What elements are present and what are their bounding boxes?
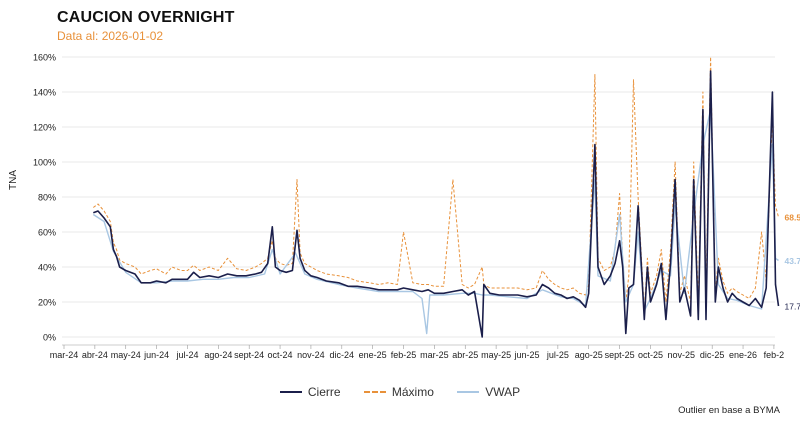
chart-subtitle: Data al: 2026-01-02 [57, 29, 164, 43]
series-line-vwap [92, 108, 779, 335]
series-lines [92, 56, 780, 338]
x-tick-label: jun-24 [143, 350, 169, 360]
legend-label-maximo: Máximo [391, 385, 434, 399]
source-note: Outlier en base a BYMA [678, 405, 780, 416]
y-tick-label: 40% [38, 263, 56, 273]
x-tick-label: oct-25 [638, 350, 663, 360]
end-label-vwap: 43.74% [785, 256, 800, 266]
legend: Cierre Máximo VWAP [0, 382, 800, 399]
x-tick-label: abr-25 [452, 350, 478, 360]
y-tick-label: 120% [33, 123, 56, 133]
x-tick-label: ene-26 [729, 350, 757, 360]
x-tick-labels: mar-24 abr-24 may-24 jun-24 jul-24 ago-24 sept… [50, 345, 784, 360]
x-tick-label: sept-25 [605, 350, 635, 360]
x-tick-label: jun-25 [513, 350, 539, 360]
gridlines [62, 56, 775, 346]
x-tick-label: mar-25 [420, 350, 449, 360]
x-tick-label: ene-25 [359, 350, 387, 360]
y-tick-label: 0% [43, 333, 56, 343]
x-tick-label: feb-2 [764, 350, 785, 360]
legend-item-cierre[interactable]: Cierre [279, 385, 341, 399]
x-tick-label: jul-24 [175, 350, 198, 360]
x-tick-label: ago-25 [575, 350, 603, 360]
y-tick-labels: 0% 20% 40% 60% 80% 100% 120% 140% 160% [33, 53, 56, 343]
x-tick-label: nov-24 [297, 350, 325, 360]
x-tick-label: oct-24 [268, 350, 293, 360]
x-tick-label: may-24 [111, 350, 141, 360]
end-labels: 68.5% 43.74% 17.7% [785, 213, 800, 312]
y-tick-label: 100% [33, 158, 56, 168]
y-tick-label: 20% [38, 298, 56, 308]
x-tick-label: mar-24 [50, 350, 79, 360]
legend-swatch-vwap [457, 391, 480, 393]
legend-item-vwap[interactable]: VWAP [457, 385, 520, 399]
legend-label-vwap: VWAP [485, 385, 521, 399]
x-tick-label: sept-24 [234, 350, 264, 360]
y-tick-label: 60% [38, 228, 56, 238]
x-tick-label: nov-25 [668, 350, 696, 360]
chart-title: CAUCION OVERNIGHT [57, 9, 235, 26]
x-tick-label: abr-24 [82, 350, 108, 360]
y-tick-label: 160% [33, 53, 56, 63]
legend-label-cierre: Cierre [307, 385, 341, 399]
x-tick-label: feb-25 [391, 350, 417, 360]
series-line-cierre [93, 70, 780, 338]
legend-item-maximo[interactable]: Máximo [363, 385, 434, 399]
legend-swatch-cierre [279, 391, 302, 393]
y-tick-label: 140% [33, 88, 56, 98]
x-tick-label: dic-25 [700, 350, 725, 360]
end-label-cierre: 17.7% [785, 302, 800, 312]
y-tick-label: 80% [38, 193, 56, 203]
x-tick-label: dic-24 [330, 350, 355, 360]
x-tick-label: ago-24 [204, 350, 232, 360]
x-tick-label: may-25 [481, 350, 511, 360]
legend-swatch-maximo [363, 391, 386, 393]
end-label-maximo: 68.5% [785, 213, 800, 223]
x-tick-label: jul-25 [546, 350, 569, 360]
